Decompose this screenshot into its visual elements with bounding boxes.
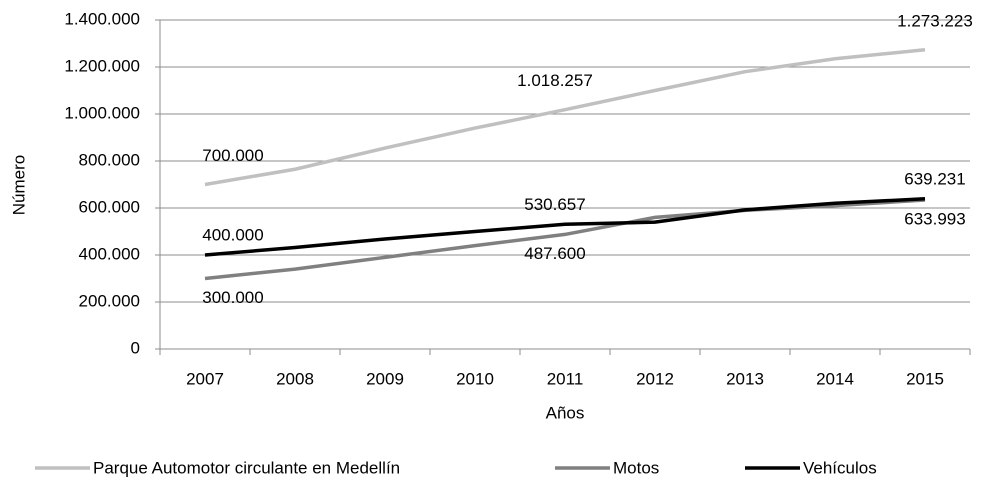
- legend-label: Vehículos: [803, 458, 877, 477]
- x-tick-label: 2014: [816, 369, 854, 388]
- x-axis-title: Años: [546, 403, 585, 422]
- x-tick-label: 2010: [456, 369, 494, 388]
- line-series: [204, 48, 926, 187]
- y-tick-label: 400.000: [79, 244, 140, 263]
- data-label: 530.657: [524, 195, 585, 214]
- y-tick-label: 1.200.000: [64, 56, 140, 75]
- y-tick-label: 600.000: [79, 197, 140, 216]
- data-label: 639.231: [904, 169, 965, 188]
- y-tick-label: 1.400.000: [64, 9, 140, 28]
- data-label: 300.000: [202, 288, 263, 307]
- x-tick-label: 2009: [366, 369, 404, 388]
- x-tick-label: 2008: [276, 369, 314, 388]
- data-label: 1.018.257: [517, 71, 593, 90]
- data-label: 487.600: [524, 244, 585, 263]
- x-tick-label: 2011: [547, 369, 584, 388]
- data-label: 700.000: [202, 146, 263, 165]
- line-series: [204, 197, 926, 257]
- legend-label: Parque Automotor circulante en Medellín: [93, 458, 400, 477]
- y-tick-label: 800.000: [79, 150, 140, 169]
- x-tick-label: 2012: [636, 369, 674, 388]
- y-tick-label: 0: [131, 338, 140, 357]
- x-tick-label: 2015: [906, 369, 944, 388]
- data-label: 400.000: [202, 225, 263, 244]
- x-tick-label: 2007: [186, 369, 224, 388]
- data-label: 1.273.223: [897, 11, 973, 30]
- x-tick-label: 2013: [726, 369, 764, 388]
- y-tick-label: 200.000: [79, 291, 140, 310]
- data-label: 633.993: [904, 209, 965, 228]
- y-tick-label: 1.000.000: [64, 103, 140, 122]
- legend-label: Motos: [613, 458, 659, 477]
- y-axis-title: Número: [9, 155, 28, 215]
